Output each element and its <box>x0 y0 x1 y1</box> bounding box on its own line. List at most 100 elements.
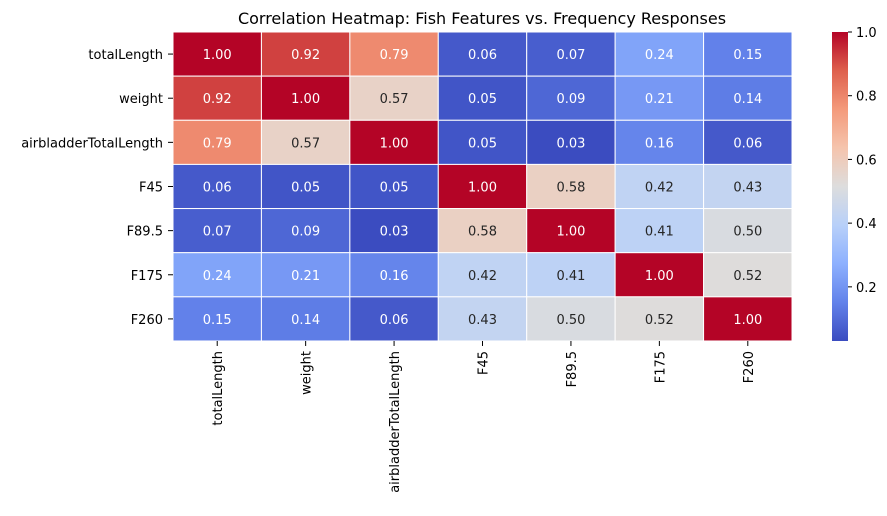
heatmap-cell <box>349 31 439 77</box>
colorbar-gradient <box>832 32 848 341</box>
colorbar-tick-label: 1.0 <box>856 26 877 41</box>
column-tick-label: totalLength <box>211 351 226 426</box>
cell-value-label: 0.09 <box>556 92 585 107</box>
column-tick-label: weight <box>300 351 315 395</box>
colorbar-tick-label: 0.2 <box>856 281 877 296</box>
cell-value-label: 0.03 <box>556 136 585 151</box>
heatmap-cell <box>703 163 793 210</box>
cell-value-label: 0.79 <box>203 136 232 151</box>
cell-value-label: 0.14 <box>733 92 762 107</box>
cell-value-label: 0.05 <box>468 92 497 107</box>
column-tick-label: airbladderTotalLength <box>388 351 403 493</box>
cell-value-label: 0.05 <box>468 136 497 151</box>
cell-value-label: 1.00 <box>733 313 762 328</box>
column-tick-label: F175 <box>653 351 668 383</box>
column-labels: totalLength weight airbladderTotalLength F4… <box>211 340 757 493</box>
cell-value-label: 0.06 <box>380 313 409 328</box>
cell-value-label: 0.58 <box>556 180 585 195</box>
cell-value-label: 0.57 <box>380 92 409 107</box>
heatmap-cell <box>526 75 616 121</box>
cell-value-label: 0.06 <box>733 136 762 151</box>
heatmap-cell <box>260 119 351 165</box>
cell-value-label: 0.24 <box>203 269 232 284</box>
heatmap-cell <box>172 163 262 210</box>
cell-value-label: 0.05 <box>380 180 409 195</box>
row-tick-label: F175 <box>131 269 163 284</box>
colorbar-tick-label: 0.6 <box>856 153 877 168</box>
cell-value-label: 0.07 <box>203 225 232 240</box>
cell-value-label: 0.24 <box>645 48 674 63</box>
cell-value-label: 1.00 <box>556 225 585 240</box>
heatmap-cell <box>703 75 793 121</box>
heatmap-cell <box>614 119 705 165</box>
cell-value-label: 0.52 <box>645 313 674 328</box>
cell-value-label: 0.42 <box>468 269 497 284</box>
heatmap-cells: 1.00 0.92 0.79 0.06 0.07 0.24 0.15 0.92 1.00 0.57… <box>172 31 793 342</box>
heatmap-cell <box>703 296 793 342</box>
cell-value-label: 0.79 <box>380 48 409 63</box>
heatmap-cell <box>437 296 528 342</box>
cell-value-label: 0.52 <box>733 269 762 284</box>
heatmap-cell <box>614 296 705 342</box>
cell-value-label: 1.00 <box>291 92 320 107</box>
cell-value-label: 0.14 <box>291 313 320 328</box>
row-tick-label: F89.5 <box>127 225 163 240</box>
heatmap-cell <box>437 119 528 165</box>
heatmap-cell <box>172 252 262 298</box>
cell-value-label: 0.41 <box>556 269 585 284</box>
column-tick-label: F45 <box>477 351 492 375</box>
row-labels: totalLength weight airbladderTotalLength F4… <box>21 48 173 328</box>
cell-value-label: 0.06 <box>203 180 232 195</box>
cell-value-label: 0.21 <box>291 269 320 284</box>
heatmap-cell <box>260 163 351 210</box>
heatmap-cell <box>526 296 616 342</box>
cell-value-label: 0.92 <box>203 92 232 107</box>
row-tick-label: totalLength <box>88 48 163 63</box>
cell-value-label: 0.16 <box>380 269 409 284</box>
cell-value-label: 0.21 <box>645 92 674 107</box>
cell-value-label: 1.00 <box>203 48 232 63</box>
row-tick-label: airbladderTotalLength <box>21 136 163 151</box>
column-tick-label: F89.5 <box>565 351 580 387</box>
cell-value-label: 0.57 <box>291 136 320 151</box>
row-tick-label: F45 <box>139 180 163 195</box>
cell-value-label: 0.05 <box>291 180 320 195</box>
heatmap-cell <box>526 252 616 298</box>
colorbar: 0.2 0.4 0.6 0.8 1.0 <box>832 26 877 341</box>
cell-value-label: 0.43 <box>733 180 762 195</box>
heatmap-cell <box>703 252 793 298</box>
heatmap-cell <box>614 31 705 77</box>
row-tick-label: weight <box>119 92 163 107</box>
cell-value-label: 0.58 <box>468 225 497 240</box>
heatmap-cell <box>526 119 616 165</box>
cell-value-label: 0.06 <box>468 48 497 63</box>
cell-value-label: 0.43 <box>468 313 497 328</box>
cell-value-label: 1.00 <box>645 269 674 284</box>
heatmap-cell <box>260 252 351 298</box>
colorbar-tick-label: 0.4 <box>856 217 877 232</box>
cell-value-label: 1.00 <box>468 180 497 195</box>
heatmap-cell <box>260 31 351 77</box>
cell-value-label: 0.92 <box>291 48 320 63</box>
chart-title: Correlation Heatmap: Fish Features vs. F… <box>238 9 726 28</box>
cell-value-label: 0.50 <box>556 313 585 328</box>
heatmap-cell <box>172 296 262 342</box>
heatmap-cell <box>614 163 705 210</box>
column-tick-label: F260 <box>742 351 757 383</box>
cell-value-label: 0.09 <box>291 225 320 240</box>
cell-value-label: 0.16 <box>645 136 674 151</box>
heatmap-cell <box>437 163 528 210</box>
cell-value-label: 0.03 <box>380 225 409 240</box>
heatmap-cell <box>172 31 262 77</box>
cell-value-label: 0.41 <box>645 225 674 240</box>
heatmap-cell <box>703 119 793 165</box>
cell-value-label: 0.50 <box>733 225 762 240</box>
cell-value-label: 0.42 <box>645 180 674 195</box>
cell-value-label: 0.07 <box>556 48 585 63</box>
heatmap-cell <box>172 208 262 254</box>
colorbar-tick-label: 0.8 <box>856 90 877 105</box>
heatmap-cell <box>349 75 439 121</box>
heatmap-cell <box>349 208 439 254</box>
